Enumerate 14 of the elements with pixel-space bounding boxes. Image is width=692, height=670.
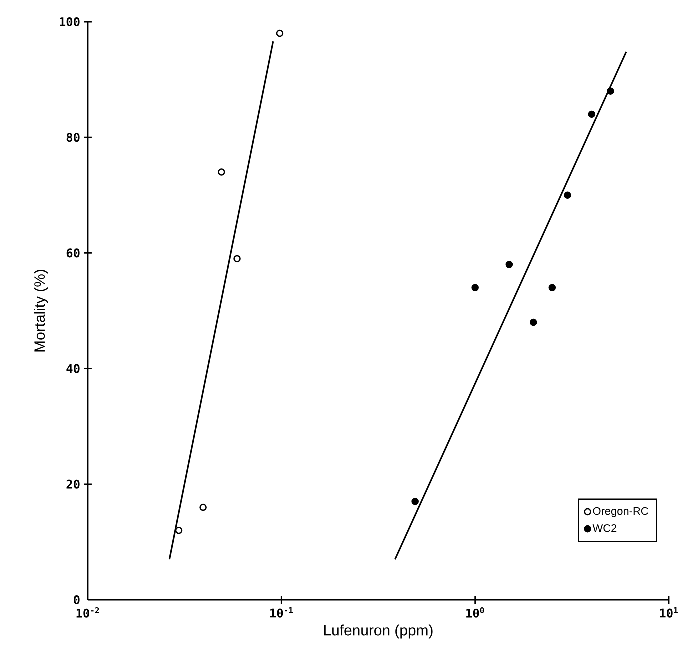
x-tick-label: 10$^{-2}$ [76, 607, 100, 618]
y-tick-label: 40 [66, 364, 80, 374]
y-tick-label: 60 [66, 248, 80, 258]
x-tick-label: 10$^{-1}$ [270, 608, 294, 618]
y-tick-label: 100 [60, 17, 80, 27]
x-axis-title: Lufenuron (ppm) [324, 624, 433, 639]
y-tick-label: 80 [66, 133, 80, 142]
y-axis-title: Mortality (%) [34, 270, 48, 352]
x-tick-label: 10$^{1}$ [660, 608, 678, 618]
legend-label: Oregon-RC [593, 507, 648, 518]
legend-label: WC2 [592, 524, 617, 532]
x-tick-label: 10$^{0}$ [466, 607, 484, 618]
y-tick-label: 0 [74, 595, 80, 605]
y-tick-label: 20 [66, 480, 80, 489]
